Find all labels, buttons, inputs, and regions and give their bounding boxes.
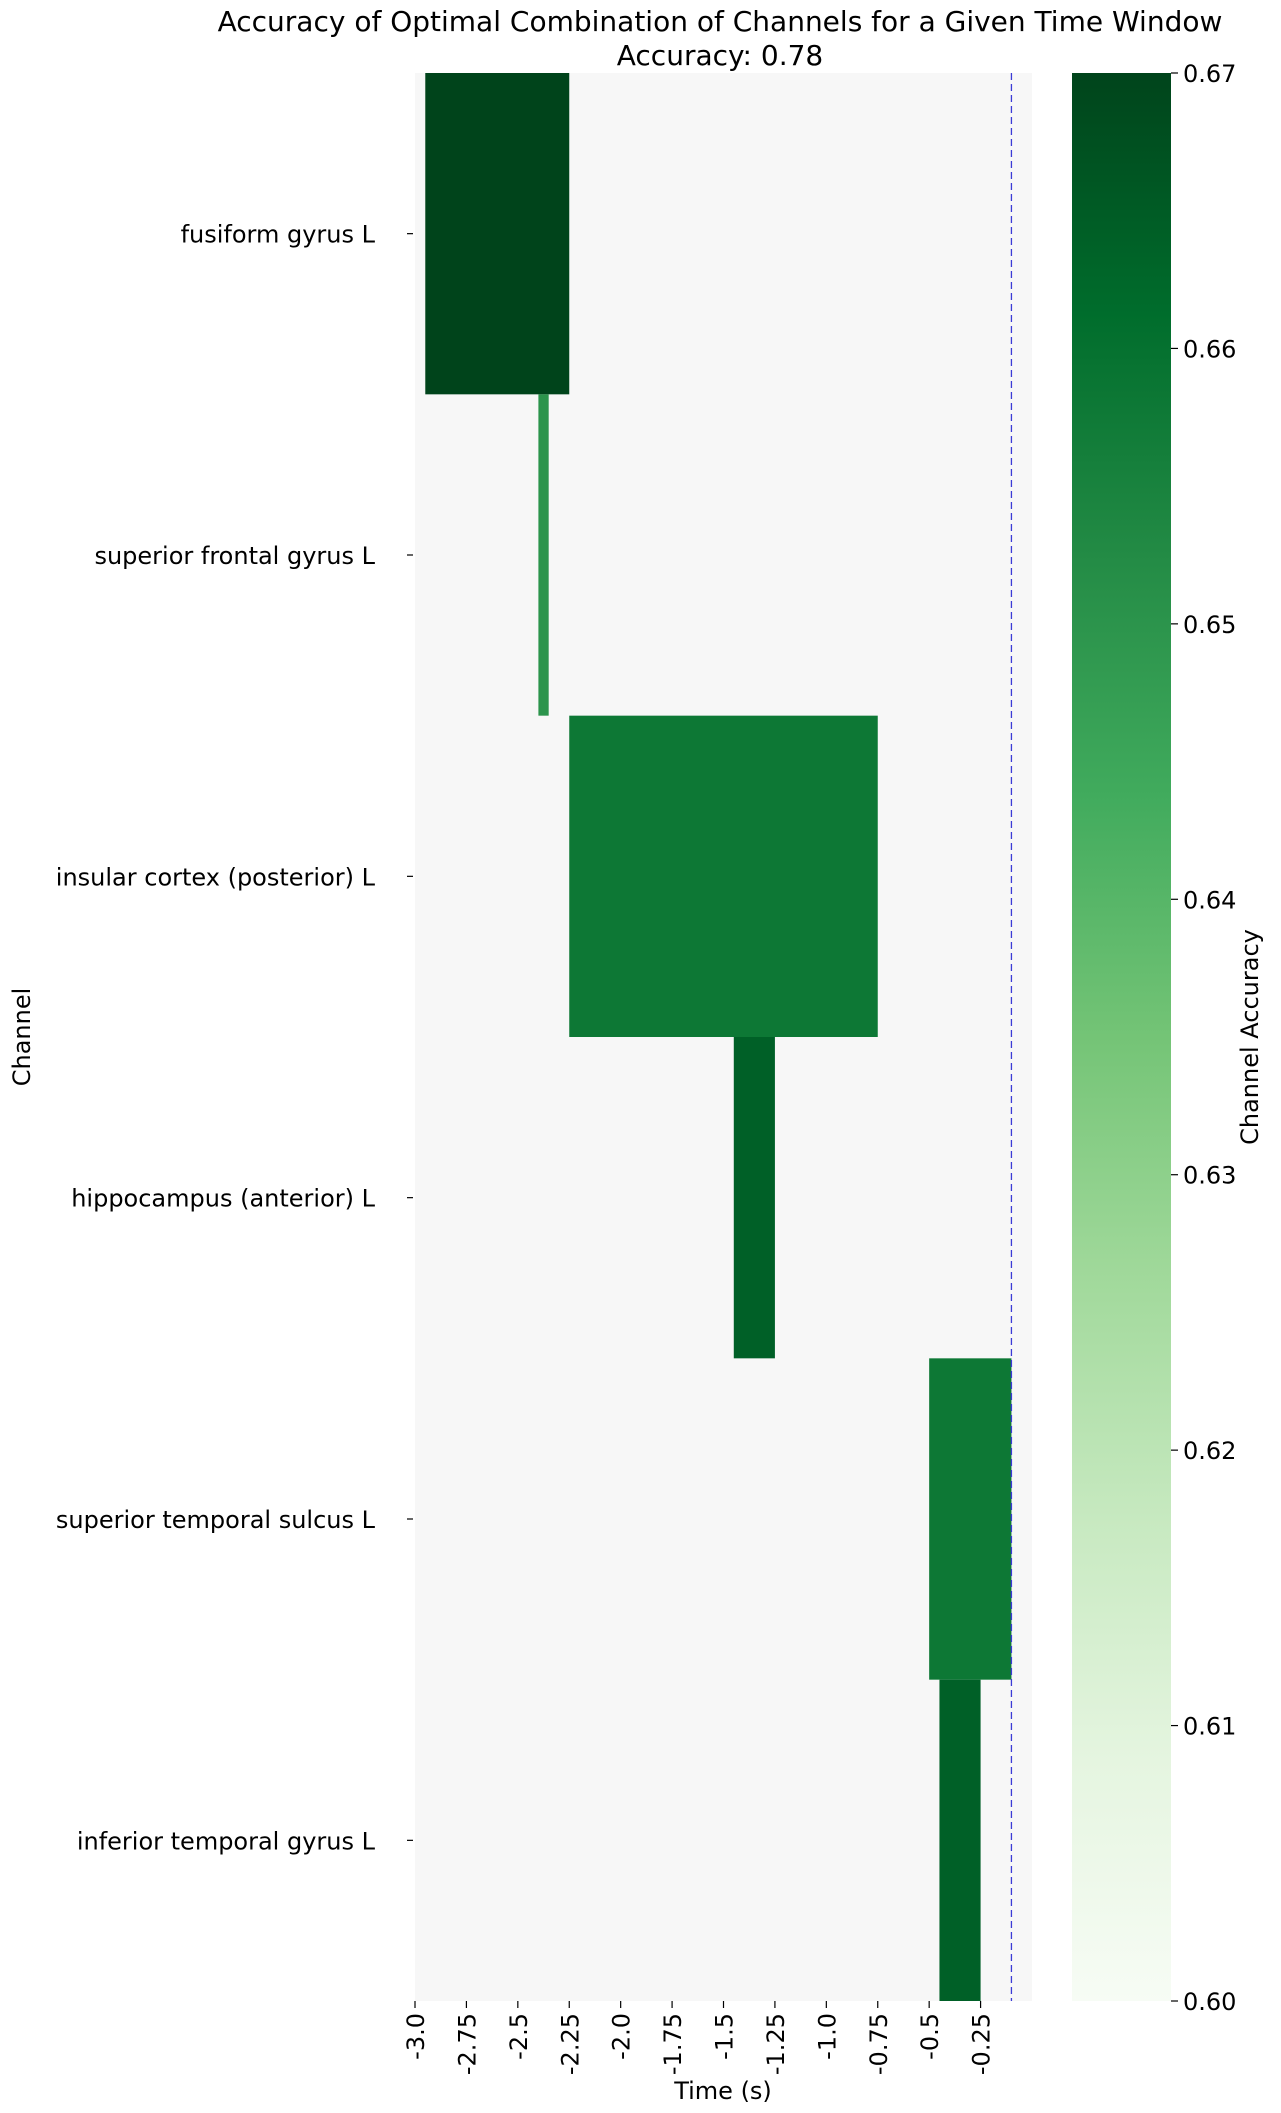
x-tick-label: -3.0 [402,2013,430,2060]
colorbar-tick-label: 0.63 [1183,1162,1236,1190]
colorbar [1072,73,1171,2001]
x-axis-label: Time (s) [673,2077,772,2105]
y-tick-label: superior frontal gyrus L [94,542,375,570]
colorbar-tick-label: 0.66 [1183,335,1236,363]
colorbar-label: Channel Accuracy [1236,929,1264,1145]
heatmap-cell-2 [569,715,878,1037]
x-tick-label: -1.75 [659,2013,687,2075]
colorbar-tick-label: 0.61 [1183,1713,1236,1741]
y-tick-label: hippocampus (anterior) L [71,1185,375,1213]
y-tick-label: inferior temporal gyrus L [77,1827,376,1855]
colorbar-tick-label: 0.67 [1183,60,1236,88]
x-tick-label: -1.5 [711,2013,739,2060]
chart-subtitle: Accuracy: 0.78 [617,39,823,72]
x-tick-label: -2.25 [556,2013,584,2075]
colorbar-tick-label: 0.60 [1183,1988,1236,2016]
x-tick-label: -0.5 [916,2013,944,2060]
x-tick-label: -1.0 [813,2013,841,2060]
x-tick-label: -1.25 [762,2013,790,2075]
x-tick-label: -0.75 [865,2013,893,2075]
colorbar-tick-label: 0.62 [1183,1437,1236,1465]
x-tick-label: -2.5 [505,2013,533,2060]
y-axis-label: Channel [8,988,36,1087]
colorbar-tick-label: 0.65 [1183,611,1236,639]
heatmap-cell-0 [425,73,570,395]
heatmap-cell-1 [538,394,549,716]
heatmap-cell-5 [939,1679,981,2001]
heatmap-cell-3 [733,1037,775,1359]
x-tick-label: -2.75 [453,2013,481,2075]
heatmap-cell-4 [929,1358,1012,1680]
y-tick-label: superior temporal sulcus L [56,1506,376,1534]
colorbar-tick-label: 0.64 [1183,886,1236,914]
chart-title: Accuracy of Optimal Combination of Chann… [218,5,1223,38]
x-tick-label: -0.25 [968,2013,996,2075]
y-tick-label: insular cortex (posterior) L [56,863,376,891]
y-tick-label: fusiform gyrus L [181,221,376,249]
x-tick-label: -2.0 [608,2013,636,2060]
